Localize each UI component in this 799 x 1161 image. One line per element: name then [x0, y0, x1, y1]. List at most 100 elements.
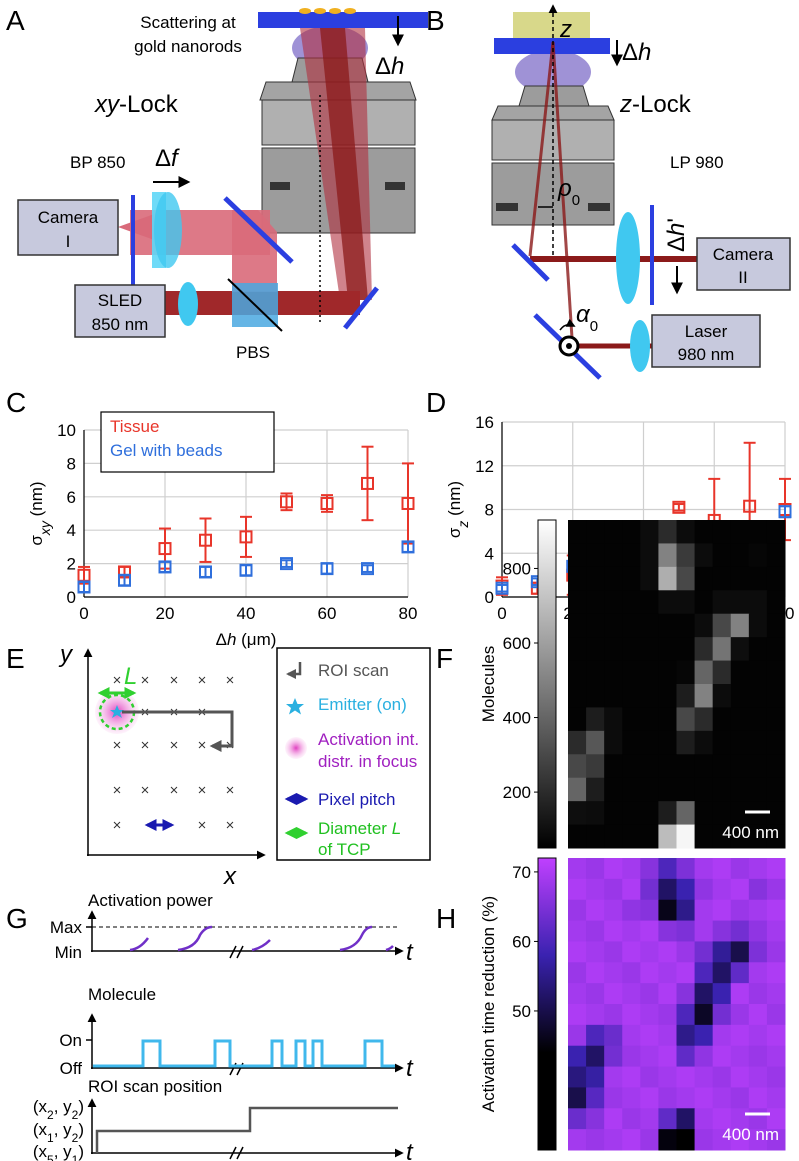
axis-label: σxy (nm): [27, 481, 53, 545]
heatmap-cell: [640, 1024, 659, 1047]
level-label: (x1, y2): [33, 1120, 84, 1145]
heatmap-cell: [622, 684, 641, 708]
heatmap-cell: [676, 1129, 696, 1151]
heatmap-cell: [748, 983, 768, 1005]
heatmap-cell: [568, 1066, 587, 1088]
heatmap-cell: [766, 983, 786, 1005]
heatmap-cell: [694, 613, 714, 638]
heatmap-cell: [730, 660, 750, 685]
heatmap-cell: [622, 1066, 641, 1088]
heatmap-cell: [640, 899, 659, 922]
heatmap-cell: [568, 684, 587, 708]
heatmap-cell: [622, 1024, 641, 1047]
heatmap-cell: [640, 941, 659, 963]
heatmap-cell: [658, 1108, 677, 1130]
heatmap-cell: [568, 1087, 587, 1109]
heatmap-cell: [748, 566, 768, 591]
heatmap-cell: [676, 590, 696, 615]
heatmap-cell: [568, 590, 587, 615]
heatmap-cell: [676, 660, 696, 685]
heatmap-cell: [658, 878, 677, 901]
marker: [743, 499, 757, 513]
heatmap-cell: [766, 590, 786, 615]
label: Δf: [155, 145, 180, 172]
heatmap-cell: [586, 858, 605, 880]
heatmap-cell: [676, 858, 696, 880]
error-bar: [496, 583, 508, 593]
colorbar: [537, 519, 557, 849]
heatmap-cell: [658, 801, 677, 826]
heatmap-cell: [622, 899, 641, 922]
heatmap-cell: [640, 1004, 659, 1026]
heatmap-cell: [712, 754, 732, 779]
level-label: Off: [60, 1059, 83, 1078]
heatmap-cell: [676, 1045, 696, 1068]
label-part: 0: [572, 192, 580, 209]
heatmap-cell: [586, 1024, 605, 1047]
colorbar-tick-label: 400: [503, 709, 531, 728]
heatmap-cell: [676, 566, 696, 591]
heatmap-cell: [586, 1004, 605, 1026]
heatmap-cell: [676, 941, 696, 963]
heatmap-cell: [640, 660, 659, 685]
heatmap-cell: [694, 1108, 714, 1130]
heatmap-cell: [622, 941, 641, 963]
heatmap-cell: [694, 1129, 714, 1151]
heatmap-cell: [766, 1066, 786, 1088]
label-part: (μm): [236, 630, 276, 649]
heatmap-cell: [748, 660, 768, 685]
heatmap-cell: [694, 878, 714, 901]
heatmap-cell: [640, 1108, 659, 1130]
heatmap-cell: [712, 1108, 732, 1130]
marker: [401, 496, 415, 510]
heatmap-cell: [694, 1024, 714, 1047]
heatmap-cell: [640, 637, 659, 662]
heatmap-cell: [748, 962, 768, 984]
heatmap-cell: [568, 983, 587, 1005]
heatmap-cell: [694, 824, 714, 849]
heatmap-cell: [640, 1066, 659, 1088]
error-bar: [361, 564, 374, 573]
level-label: On: [59, 1031, 82, 1050]
heatmap-cell: [658, 962, 677, 984]
heatmap-cell: [676, 1087, 696, 1109]
heatmap-cell: [676, 730, 696, 755]
heatmap-cell: [748, 1066, 768, 1088]
heatmap-cell: [676, 613, 696, 638]
heatmap-cell: [568, 543, 587, 568]
label: 850 nm: [92, 315, 149, 334]
heatmap-cell: [712, 1024, 732, 1047]
axis-label: x: [223, 863, 237, 890]
colorbar-tick-label: 200: [503, 783, 531, 802]
heatmap-cell: [712, 566, 732, 591]
heatmap-cell: [748, 1024, 768, 1047]
heatmap-cell: [622, 590, 641, 615]
x-tick-label: 20: [156, 604, 175, 623]
heatmap-cell: [640, 983, 659, 1005]
heatmap-cell: [748, 543, 768, 568]
panel-label: A: [6, 5, 25, 36]
colorbar-tick-label: 70: [512, 863, 531, 882]
heatmap-cell: [622, 1087, 641, 1109]
heatmap-cell: [658, 824, 677, 849]
heatmap-cell: [694, 858, 714, 880]
heatmap-cell: [622, 660, 641, 685]
heatmap-cell: [604, 1024, 623, 1047]
heatmap-cell: [586, 637, 605, 662]
label: II: [738, 268, 747, 287]
heatmap-cell: [694, 1066, 714, 1088]
x-tick-label: 40: [237, 604, 256, 623]
label-part: α: [576, 301, 591, 328]
colorbar-tick-label: 50: [512, 1002, 531, 1021]
legend-label: Gel with beads: [110, 441, 222, 460]
heatmap-cell: [640, 754, 659, 779]
label: BP 850: [70, 153, 125, 172]
heatmap-cell: [604, 941, 623, 963]
label-part: , y: [54, 1097, 72, 1116]
heatmap-cell: [694, 660, 714, 685]
label: α0: [576, 301, 598, 335]
heatmap-cell: [622, 777, 641, 802]
heatmap-cell: [586, 1045, 605, 1068]
error-bar: [240, 515, 252, 558]
marker: [199, 565, 212, 579]
